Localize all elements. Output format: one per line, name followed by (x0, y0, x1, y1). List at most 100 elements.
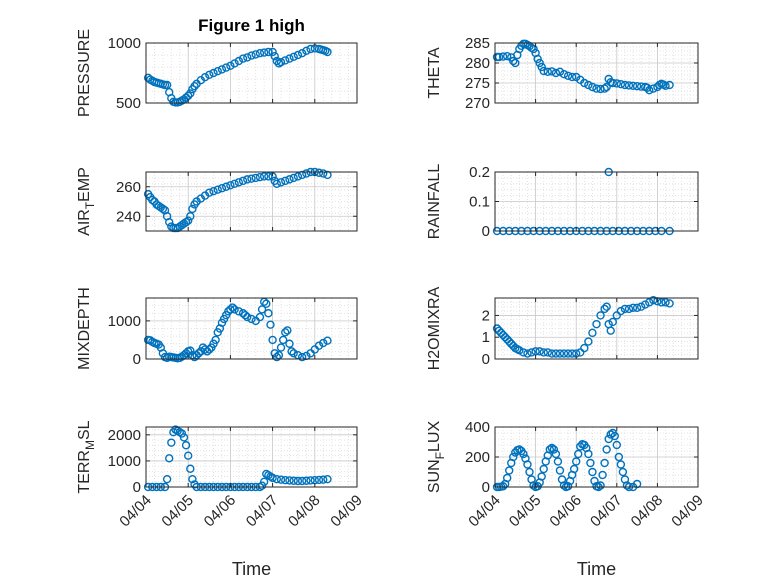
data-point (188, 204, 197, 214)
data-point (588, 467, 597, 477)
data-point (306, 44, 315, 54)
data-point (616, 79, 626, 89)
data-point (535, 347, 544, 356)
x-tick-label: 04/09 (668, 492, 707, 531)
x-tick-label: 04/07 (243, 492, 282, 531)
data-point (230, 305, 239, 314)
data-point (205, 70, 214, 80)
data-point (281, 476, 290, 485)
x-tick-label: 04/09 (327, 492, 366, 531)
data-point (543, 67, 552, 77)
data-point (148, 195, 157, 205)
data-point (606, 430, 615, 439)
data-point (551, 68, 561, 78)
data-point (247, 174, 256, 183)
data-point (281, 328, 290, 337)
data-point (602, 302, 611, 311)
data-point (515, 346, 524, 355)
data-point (539, 348, 548, 357)
data-point (190, 81, 199, 91)
data-point (600, 458, 609, 468)
y-tick-label: 0 (482, 479, 490, 496)
data-point (285, 476, 294, 485)
data-point (645, 85, 654, 95)
x-tick-label: 04/08 (285, 492, 324, 531)
data-point (228, 303, 237, 312)
y-tick-label: 270 (465, 95, 490, 112)
x-tick-label: 04/07 (587, 492, 626, 531)
data-point (268, 335, 277, 345)
data-point (596, 481, 605, 490)
data-point (547, 349, 557, 358)
data-point (285, 54, 294, 63)
data-point (509, 56, 518, 66)
data-point (618, 467, 628, 477)
data-point (537, 472, 546, 481)
data-point (188, 474, 197, 484)
data-point (610, 431, 619, 441)
data-point (289, 349, 298, 358)
data-point (555, 67, 565, 77)
data-point (283, 326, 292, 335)
data-point (257, 305, 267, 314)
data-point (606, 326, 615, 335)
data-point (226, 305, 235, 314)
data-point (162, 80, 172, 90)
x-tick-label: 04/04 (116, 492, 155, 531)
data-point (588, 328, 597, 338)
data-point (323, 170, 332, 180)
data-point (247, 51, 256, 60)
y-tick-label: 0 (482, 351, 490, 368)
data-point (272, 352, 282, 362)
data-point (580, 78, 589, 88)
data-point (221, 63, 231, 72)
data-point (183, 451, 193, 460)
data-point (285, 175, 294, 184)
data-point (636, 82, 646, 91)
data-point (270, 52, 279, 61)
figure-title: Figure 1 high (198, 16, 305, 35)
data-point (620, 80, 630, 90)
data-point (632, 81, 642, 91)
subplot-pressure: 500 1000 PRESSURE (76, 29, 358, 117)
y-tick-label: 240 (116, 208, 141, 225)
data-point (289, 52, 298, 61)
data-point (162, 474, 172, 484)
subplot-h2omixra: 0 1 2 H2OMIXRA (426, 286, 699, 370)
data-point (186, 464, 195, 473)
data-point (146, 336, 155, 345)
data-point (612, 79, 621, 88)
data-point (302, 476, 311, 485)
data-point (297, 49, 307, 58)
y-tick-label: 400 (465, 419, 490, 436)
data-point (230, 179, 239, 189)
subplot-air: 240 260 AIRTEMP (76, 167, 358, 236)
y-axis-label: THETA (426, 47, 443, 99)
data-point (255, 312, 265, 322)
data-point (590, 476, 599, 486)
data-point (555, 466, 565, 475)
y-axis-label: MIXDEPTH (76, 287, 93, 370)
plot-area (146, 427, 357, 487)
data-point (628, 81, 638, 91)
data-point (272, 56, 282, 66)
data-point (523, 460, 532, 469)
data-point (272, 179, 282, 189)
data-point (209, 186, 218, 196)
data-point (281, 176, 290, 186)
data-point (661, 298, 670, 307)
data-point (602, 82, 611, 92)
data-point (234, 56, 244, 66)
data-point (551, 449, 561, 459)
data-point (598, 470, 607, 480)
data-point (559, 481, 569, 490)
data-point (226, 181, 235, 190)
data-point (181, 217, 191, 227)
data-point (624, 81, 634, 90)
data-point (181, 441, 191, 450)
data-point (240, 310, 250, 320)
data-point (230, 59, 239, 68)
data-point (306, 476, 315, 485)
data-point (234, 307, 244, 316)
data-point (289, 476, 298, 485)
